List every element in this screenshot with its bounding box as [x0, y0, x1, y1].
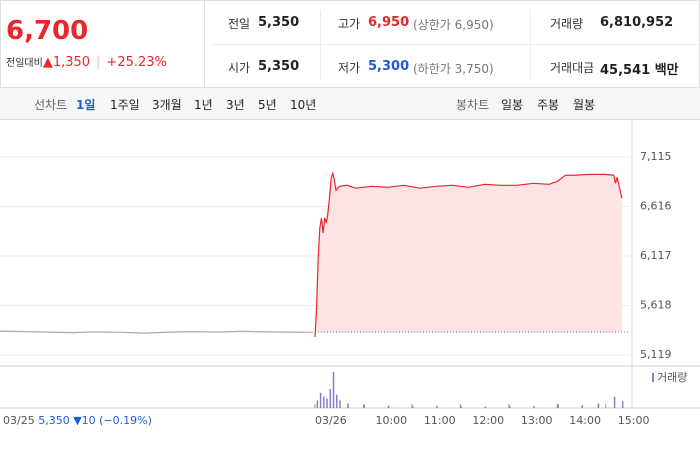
tab[interactable]: 3년 — [226, 98, 245, 112]
volume-bar — [621, 401, 624, 408]
tab[interactable]: 일봉 — [501, 98, 524, 112]
volume-bar — [581, 404, 584, 408]
volume-bar — [533, 406, 535, 408]
prev-close: 5,350 — [38, 414, 70, 427]
tab-label: 선차트 — [34, 98, 68, 112]
y-tick-label: 5,618 — [640, 298, 672, 311]
stat-note: (상한가 6,950) — [413, 18, 494, 32]
area — [315, 173, 622, 337]
prev-change: ▼10 — [73, 414, 96, 427]
volume-bar — [484, 406, 487, 408]
stat-value: 45,541 백만 — [600, 63, 679, 78]
divider — [320, 10, 321, 80]
x-tick-label: 13:00 — [521, 414, 553, 427]
prev-change-pct: (−0.19%) — [99, 414, 152, 427]
x-tick-label: 10:00 — [375, 414, 407, 427]
legend-swatch — [652, 373, 654, 382]
tab[interactable]: 1일 — [76, 98, 96, 112]
divider — [530, 10, 531, 80]
stat-value: 6,950 — [368, 15, 410, 30]
y-tick-label: 5,119 — [640, 348, 672, 361]
x-tick-label: 14:00 — [569, 414, 601, 427]
change-label: 전일대비 — [6, 58, 43, 69]
change-pct: +25.23% — [106, 55, 167, 70]
volume-bar — [387, 405, 390, 408]
stat-note: (하한가 3,750) — [413, 62, 494, 76]
x-tick-label: 15:00 — [618, 414, 650, 427]
tab[interactable]: 주봉 — [537, 98, 560, 112]
tab[interactable]: 5년 — [258, 98, 277, 112]
tab-bar — [0, 88, 700, 120]
stat-label: 거래량 — [550, 17, 584, 31]
volume-bar — [436, 405, 438, 408]
volume-bar — [326, 398, 328, 408]
volume-bar — [316, 400, 319, 408]
volume-bar — [339, 400, 341, 408]
y-tick-label: 6,616 — [640, 199, 672, 212]
stat-label: 저가 — [338, 61, 361, 75]
tab[interactable]: 1년 — [194, 98, 213, 112]
y-tick-label: 6,117 — [640, 249, 672, 262]
legend-label: 거래량 — [657, 371, 687, 384]
volume-bar — [323, 396, 325, 408]
price-box — [0, 0, 205, 88]
volume-bar — [460, 406, 462, 408]
volume-bar — [347, 403, 349, 408]
stat-value: 6,810,952 — [600, 15, 674, 30]
volume-bar — [508, 405, 511, 408]
tab[interactable]: 3개월 — [152, 98, 182, 112]
prev-date: 03/25 — [3, 414, 35, 427]
stat-label: 고가 — [338, 17, 361, 31]
price: 6,700 — [6, 16, 89, 46]
stat-value: 5,350 — [258, 15, 300, 30]
volume-bar — [332, 371, 335, 408]
volume-bar — [363, 404, 365, 408]
volume-bar — [557, 404, 559, 408]
stat-value: 5,300 — [368, 59, 410, 74]
stat-label: 거래대금 — [550, 61, 595, 75]
x-tick-label: 12:00 — [472, 414, 504, 427]
change-row: 전일대비▲1,350 | +25.23% — [6, 54, 167, 70]
x-tick-label: 11:00 — [424, 414, 456, 427]
stat-label: 시가 — [228, 61, 251, 75]
prev-day: 03/25 5,350 ▼10 (−0.19%) — [3, 414, 152, 427]
x-tick-label: 03/26 — [315, 414, 347, 427]
volume-bar — [597, 403, 600, 408]
tab-label: 봉차트 — [456, 98, 490, 112]
volume-bar — [319, 392, 322, 408]
stat-label: 전일 — [228, 17, 251, 31]
volume-bar — [336, 394, 338, 408]
change: 1,350 — [52, 55, 91, 70]
volume-bar — [329, 389, 332, 408]
price-line — [0, 330, 314, 334]
divider — [210, 44, 700, 45]
stat-value: 5,350 — [258, 59, 300, 74]
tab[interactable]: 월봉 — [573, 98, 596, 112]
tab[interactable]: 10년 — [290, 98, 317, 112]
volume-bar — [411, 406, 414, 408]
tab[interactable]: 1주일 — [110, 98, 140, 112]
price-line — [314, 171, 623, 338]
up-arrow: ▲ — [42, 55, 53, 70]
volume-bar — [613, 396, 616, 408]
y-tick-label: 7,115 — [640, 150, 672, 163]
separator: | — [96, 55, 101, 70]
